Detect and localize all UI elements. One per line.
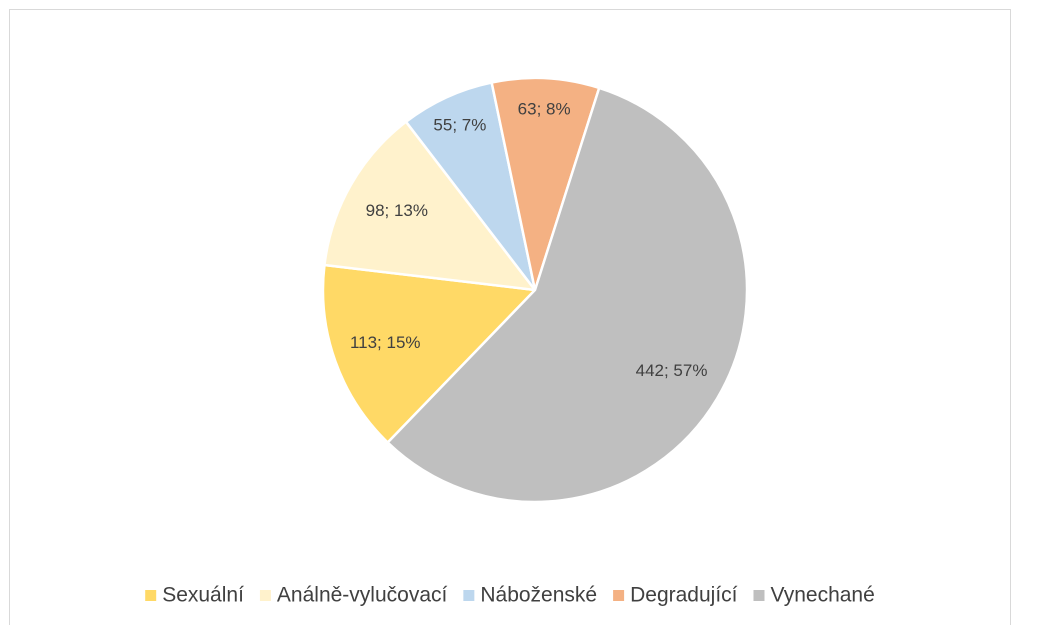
legend-label: Degradující [630,584,738,607]
legend-swatch [145,590,157,601]
legend-label: Vynechané [770,584,874,607]
data-label: 55; 7% [433,116,486,135]
legend-swatch [613,590,625,601]
data-label: 63; 8% [518,100,571,119]
pie-slice [385,86,749,504]
legend-swatch [753,590,765,601]
data-label: 113; 15% [350,333,421,352]
data-label: 98; 13% [366,201,428,220]
pie-slice [323,120,538,292]
pie-slice [490,76,601,295]
legend-swatch [259,590,271,601]
legend-swatch [463,590,475,601]
pie-slice [321,263,538,445]
legend: Sexuální Análně-vylučovací Náboženské Degra… [145,584,875,607]
legend-label: Análně-vylučovací [277,584,448,607]
legend-label: Sexuální [162,584,244,607]
data-label: 442; 57% [636,361,708,380]
pie: 113; 15% 98; 13% 55; 7% 63; 8% 442; 57% [321,76,749,504]
legend-label: Náboženské [480,584,597,607]
